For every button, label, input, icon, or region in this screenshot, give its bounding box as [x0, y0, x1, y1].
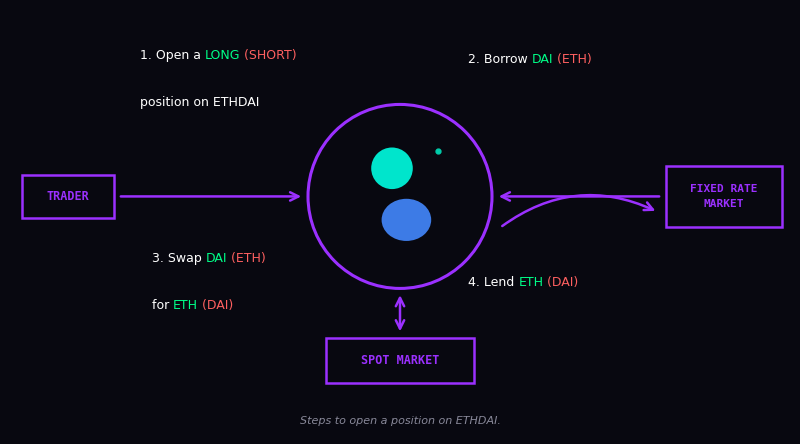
Text: ETH: ETH — [174, 299, 198, 312]
FancyArrowPatch shape — [502, 195, 653, 226]
Text: 4. Lend: 4. Lend — [468, 276, 518, 289]
Text: for: for — [152, 299, 174, 312]
Ellipse shape — [371, 147, 413, 189]
Text: DAI: DAI — [532, 53, 554, 66]
Text: TRADER: TRADER — [46, 190, 90, 203]
Text: FIXED RATE
MARKET: FIXED RATE MARKET — [690, 184, 758, 209]
Text: (SHORT): (SHORT) — [241, 49, 297, 62]
Text: Steps to open a position on ETHDAI.: Steps to open a position on ETHDAI. — [299, 416, 501, 426]
Text: ETH: ETH — [518, 276, 543, 289]
Text: (ETH): (ETH) — [227, 253, 266, 266]
Text: 3. Swap: 3. Swap — [152, 253, 206, 266]
Text: position on ETHDAI: position on ETHDAI — [140, 96, 259, 109]
Text: (ETH): (ETH) — [554, 53, 592, 66]
Text: (DAI): (DAI) — [543, 276, 578, 289]
Text: (DAI): (DAI) — [198, 299, 234, 312]
Text: DAI: DAI — [206, 253, 227, 266]
Text: SPOT MARKET: SPOT MARKET — [361, 354, 439, 367]
Text: LONG: LONG — [205, 49, 241, 62]
Text: 2. Borrow: 2. Borrow — [468, 53, 532, 66]
Text: 1. Open a: 1. Open a — [140, 49, 205, 62]
Ellipse shape — [382, 199, 431, 241]
